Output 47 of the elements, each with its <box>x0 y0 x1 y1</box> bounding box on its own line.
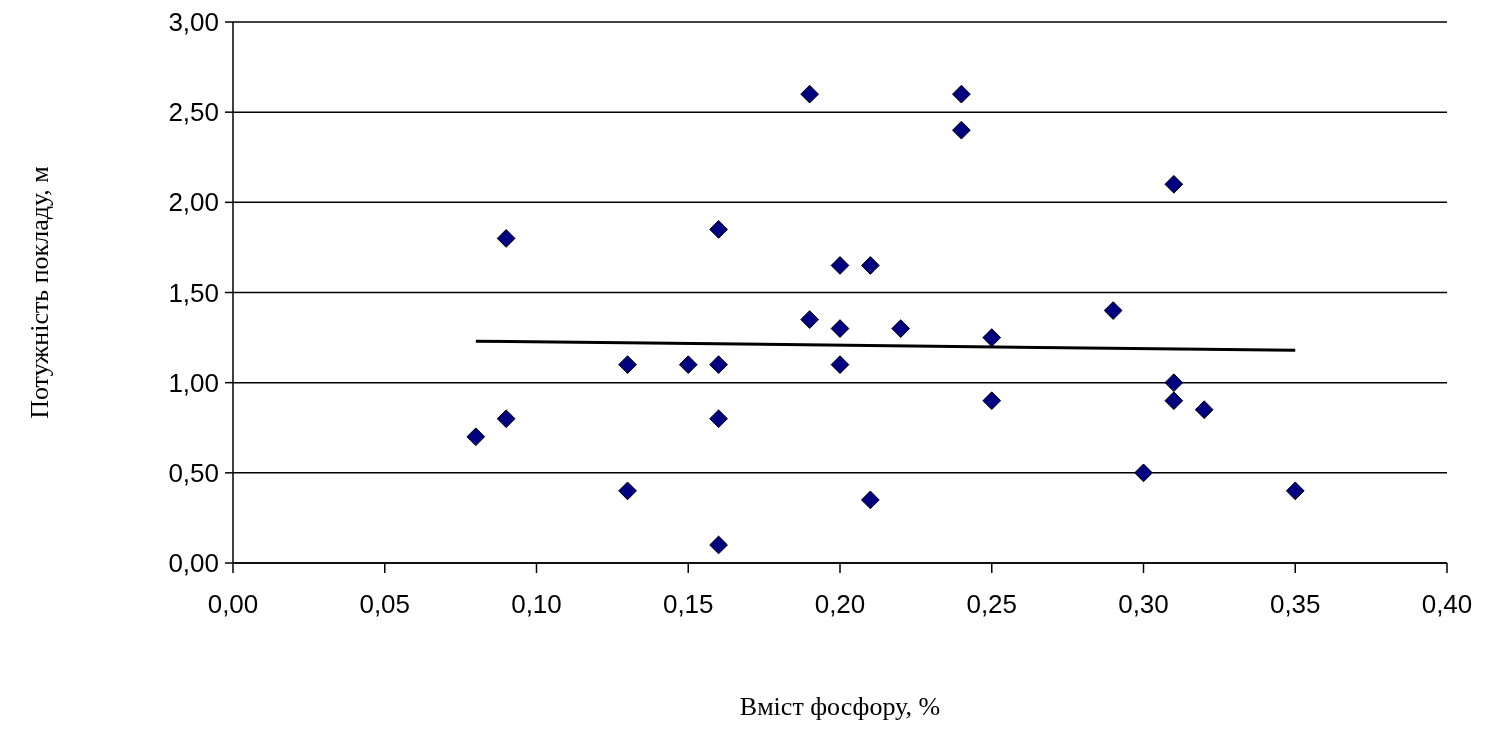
point <box>830 355 850 374</box>
point <box>496 409 516 429</box>
point <box>830 319 850 338</box>
point <box>466 427 486 447</box>
point <box>618 481 637 501</box>
y-tick-label: 2,00 <box>168 187 219 218</box>
point <box>1164 391 1184 411</box>
y-tick-label: 1,50 <box>168 277 219 308</box>
point <box>1164 174 1184 194</box>
x-tick-label: 0,00 <box>207 589 259 619</box>
point <box>800 84 820 104</box>
point <box>952 120 971 140</box>
point <box>952 84 971 104</box>
x-tick-label: 0,35 <box>1269 589 1321 619</box>
x-tick-label: 0,25 <box>966 589 1018 619</box>
y-tick-label: 0,00 <box>168 548 219 579</box>
point <box>1285 481 1305 501</box>
x-tick-label: 0,30 <box>1118 589 1169 619</box>
y-tick-label: 1,00 <box>168 367 219 398</box>
point <box>860 256 880 275</box>
point <box>678 355 698 374</box>
y-tick-label: 0,50 <box>168 457 219 488</box>
point <box>709 220 728 239</box>
point <box>496 229 516 248</box>
point <box>982 391 1002 411</box>
x-tick-label: 0,10 <box>511 589 562 619</box>
point <box>1134 463 1153 483</box>
x-tick-label: 0,05 <box>359 589 411 619</box>
point <box>860 490 880 510</box>
y-tick-label: 3,00 <box>168 7 219 38</box>
point <box>1164 373 1184 393</box>
point <box>709 535 728 555</box>
point <box>800 310 820 329</box>
point <box>830 256 850 275</box>
point <box>709 409 728 429</box>
x-axis-title: Вміст фосфору, % <box>739 692 941 721</box>
point <box>1103 301 1123 320</box>
point <box>709 355 728 374</box>
point <box>1194 400 1214 420</box>
x-tick-label: 0,20 <box>814 589 866 619</box>
x-tick-label: 0,40 <box>1421 589 1473 619</box>
x-tick-label: 0,15 <box>662 589 714 619</box>
point <box>982 328 1002 347</box>
y-tick-label: 2,50 <box>168 97 219 128</box>
point <box>618 355 637 374</box>
point <box>891 319 911 338</box>
y-axis-title: Потужність покладу, м <box>25 166 54 419</box>
